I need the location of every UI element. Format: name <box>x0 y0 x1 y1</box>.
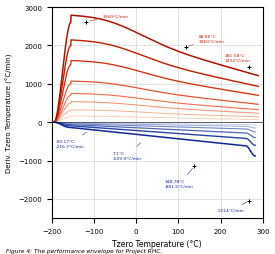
Y-axis label: Deriv. Tzero Temperature (°C/min): Deriv. Tzero Temperature (°C/min) <box>6 54 13 173</box>
Text: 148.78°C
-881.5°C/min: 148.78°C -881.5°C/min <box>165 169 194 188</box>
Text: 2560°C/min: 2560°C/min <box>89 14 128 22</box>
Text: 7.1°C
-509.9°C/min: 7.1°C -509.9°C/min <box>113 143 142 160</box>
X-axis label: Tzero Temperature (°C): Tzero Temperature (°C) <box>112 240 202 248</box>
Text: 281.58°C
1434°C/min: 281.58°C 1434°C/min <box>225 54 251 68</box>
Text: -1514°C/min: -1514°C/min <box>216 202 247 213</box>
Text: -90.17°C
-216.7°C/min: -90.17°C -216.7°C/min <box>55 133 86 148</box>
Text: 88.85°C
1960°C/min: 88.85°C 1960°C/min <box>189 35 224 47</box>
Text: Figure 4: The performance envelope for Project RHC.: Figure 4: The performance envelope for P… <box>6 248 162 253</box>
